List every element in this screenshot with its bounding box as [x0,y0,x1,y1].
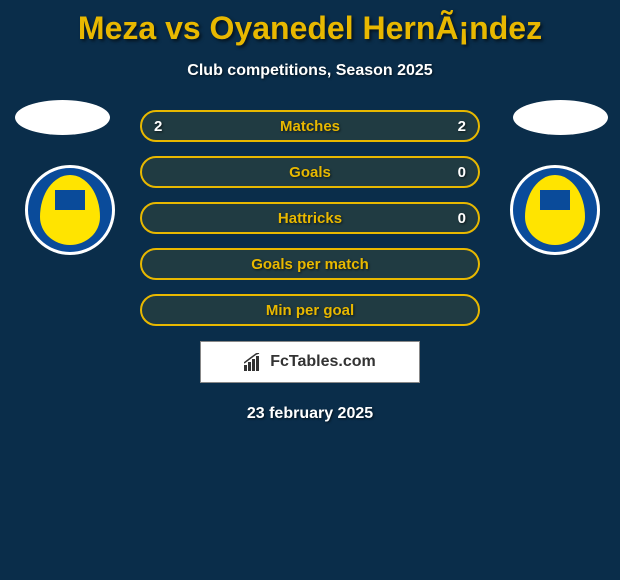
stat-value-right: 2 [458,118,466,135]
team-badge-right [510,165,600,255]
stat-label: Matches [280,118,340,135]
stat-value-right: 0 [458,164,466,181]
stats-container: 2 Matches 2 Goals 0 Hattricks 0 Goals pe… [0,110,620,423]
stat-value-left: 2 [154,118,162,135]
footer-brand-text: FcTables.com [270,353,376,371]
comparison-title: Meza vs Oyanedel HernÃ¡ndez [0,0,620,47]
player-photo-left [15,100,110,135]
stat-row-matches: 2 Matches 2 [140,110,480,142]
stat-row-goals: Goals 0 [140,156,480,188]
footer-date: 23 february 2025 [0,405,620,423]
comparison-subtitle: Club competitions, Season 2025 [0,62,620,80]
chart-bars-icon [244,353,264,371]
player-photo-right [513,100,608,135]
badge-crest-icon [40,175,100,245]
stat-label: Min per goal [266,302,354,319]
team-badge-left [25,165,115,255]
stat-row-goals-per-match: Goals per match [140,248,480,280]
badge-crest-icon [525,175,585,245]
stat-label: Goals per match [251,256,369,273]
stat-label: Goals [289,164,331,181]
stat-value-right: 0 [458,210,466,227]
footer-brand-box: FcTables.com [200,341,420,383]
stat-row-min-per-goal: Min per goal [140,294,480,326]
stat-label: Hattricks [278,210,342,227]
stat-row-hattricks: Hattricks 0 [140,202,480,234]
